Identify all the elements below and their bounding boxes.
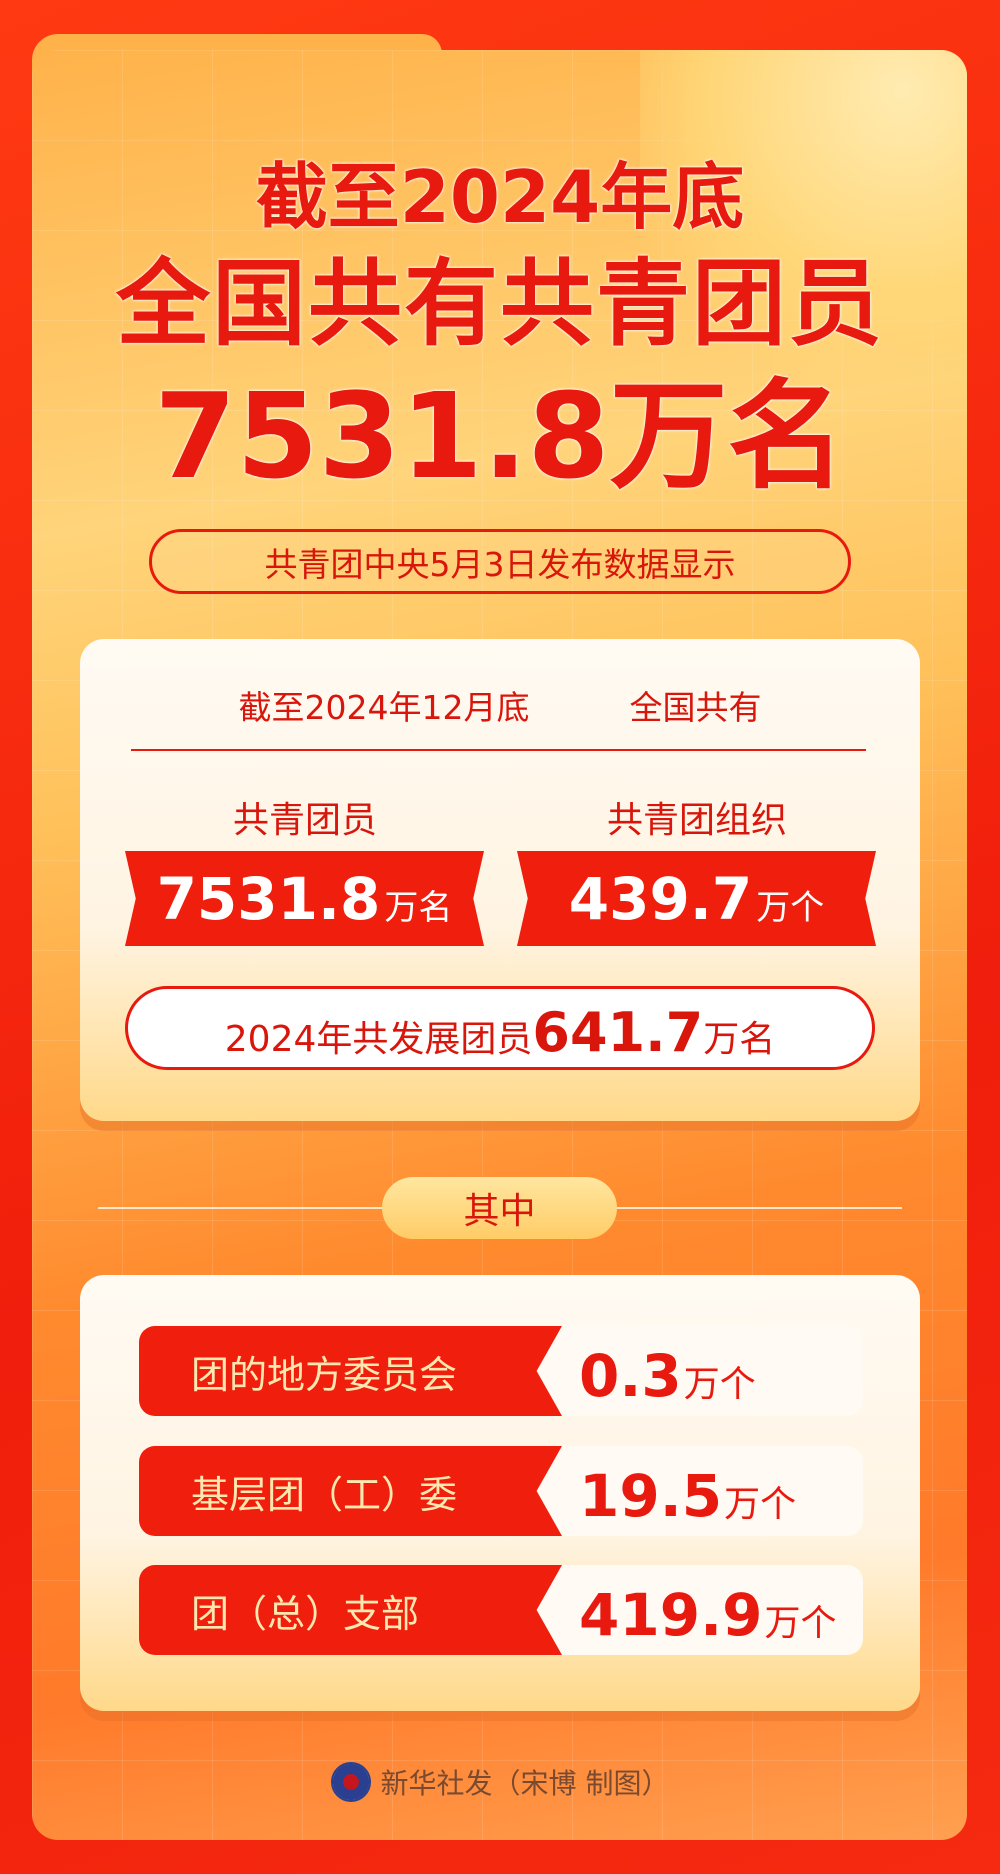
row-unit: 万个 [724, 1484, 797, 1525]
divider-right [617, 1207, 902, 1209]
row-value: 19.5 [579, 1462, 723, 1530]
breakdown-row: 团的地方委员会 0.3 万个 [139, 1326, 863, 1416]
headline-line2: 全国共有共青团员 [115, 250, 884, 359]
members-label: 共青团员 [232, 800, 377, 841]
organizations-value-box: 439.7 万个 [517, 851, 876, 946]
row-value: 0.3 [579, 1342, 682, 1410]
date-label: 截至2024年12月底 [238, 688, 530, 727]
row-label: 基层团（工）委 [139, 1446, 562, 1536]
breakdown-title: 其中 [382, 1177, 617, 1239]
xinhua-logo-icon [330, 1762, 371, 1802]
headline-line1: 截至2024年底 [255, 155, 745, 239]
new-members-value: 641.7 [532, 1001, 704, 1064]
source-note: 共青团中央5月3日发布数据显示 [149, 529, 851, 594]
members-value: 7531.8 [156, 865, 381, 933]
footer: 新华社发（宋博 制图） [0, 1762, 1000, 1802]
members-unit: 万名 [384, 888, 453, 928]
summary-card: 截至2024年12月底 全国共有 共青团员 共青团组织 7531.8 万名 43… [80, 639, 920, 1121]
new-members-pill: 2024年共发展团员 641.7 万名 [125, 986, 875, 1070]
breakdown-row: 团（总）支部 419.9 万个 [139, 1565, 863, 1655]
new-members-unit: 万名 [703, 1019, 776, 1060]
divider [131, 749, 866, 751]
scope-label: 全国共有 [629, 688, 762, 727]
glow-decoration [640, 50, 967, 450]
members-value-box: 7531.8 万名 [125, 851, 484, 946]
headline-line3: 7531.8万名 [154, 367, 846, 505]
row-label: 团的地方委员会 [139, 1326, 562, 1416]
breakdown-row: 基层团（工）委 19.5 万个 [139, 1446, 863, 1536]
row-unit: 万个 [683, 1364, 756, 1405]
divider-left [98, 1207, 382, 1209]
organizations-unit: 万个 [756, 888, 825, 928]
organizations-label: 共青团组织 [606, 800, 787, 841]
row-label: 团（总）支部 [139, 1565, 562, 1655]
new-members-label: 2024年共发展团员 [224, 1019, 533, 1060]
breakdown-card: 团的地方委员会 0.3 万个 基层团（工）委 19.5 万个 团（总）支部 419.… [80, 1275, 920, 1711]
row-value: 419.9 [579, 1581, 763, 1649]
credit: 新华社发（宋博 制图） [380, 1767, 670, 1800]
organizations-value: 439.7 [568, 865, 753, 933]
row-unit: 万个 [764, 1603, 837, 1644]
summary-header: 截至2024年12月底 全国共有 [80, 681, 920, 729]
